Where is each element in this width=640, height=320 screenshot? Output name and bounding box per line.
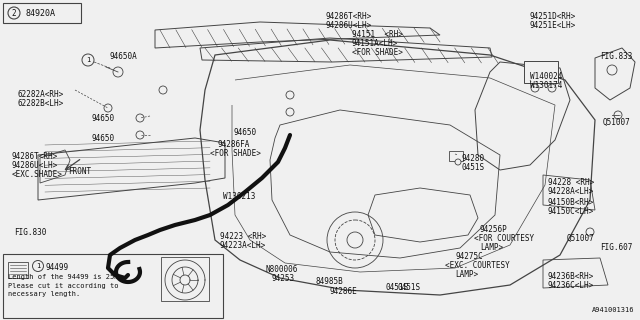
Text: 94286T<RH>: 94286T<RH> [325, 12, 371, 21]
Circle shape [286, 108, 294, 116]
Text: 0451S: 0451S [385, 283, 408, 292]
Text: 94650: 94650 [92, 134, 115, 143]
Text: 94286T<RH>: 94286T<RH> [12, 152, 58, 161]
Circle shape [113, 67, 123, 77]
Text: 94650A: 94650A [110, 52, 138, 61]
Text: 1: 1 [36, 263, 40, 269]
Text: W130174: W130174 [530, 81, 563, 90]
Circle shape [136, 131, 144, 139]
Text: FRONT: FRONT [68, 167, 91, 176]
Text: 94151A<LH>: 94151A<LH> [352, 39, 398, 48]
Circle shape [455, 159, 461, 165]
Text: <EXC.SHADE>: <EXC.SHADE> [12, 170, 63, 179]
FancyBboxPatch shape [524, 61, 558, 83]
Text: 94223A<LH>: 94223A<LH> [220, 241, 266, 250]
Text: 94650: 94650 [233, 128, 256, 137]
Text: FIG.607: FIG.607 [600, 243, 632, 252]
Text: 94256P: 94256P [480, 225, 508, 234]
Text: LAMP>: LAMP> [480, 243, 503, 252]
Text: W140024: W140024 [530, 72, 563, 81]
Circle shape [607, 65, 617, 75]
Text: 94286U<LH>: 94286U<LH> [325, 21, 371, 30]
Text: <FOR SHADE>: <FOR SHADE> [352, 48, 403, 57]
Text: 94150C<LH>: 94150C<LH> [548, 207, 595, 216]
Text: 94650: 94650 [92, 114, 115, 123]
Text: 94286FA: 94286FA [218, 140, 250, 149]
Text: 94151  <RH>: 94151 <RH> [352, 30, 403, 39]
Text: 94251D<RH>: 94251D<RH> [530, 12, 576, 21]
Text: 94228A<LH>: 94228A<LH> [548, 187, 595, 196]
Text: 1: 1 [86, 57, 90, 63]
Text: 94223 <RH>: 94223 <RH> [220, 232, 266, 241]
Text: 94275C: 94275C [455, 252, 483, 261]
FancyBboxPatch shape [3, 3, 81, 23]
Text: 94286U<LH>: 94286U<LH> [12, 161, 58, 170]
Circle shape [286, 91, 294, 99]
Text: 2: 2 [12, 9, 16, 18]
Text: 94253: 94253 [272, 274, 295, 283]
Circle shape [614, 111, 622, 119]
Text: 84920A: 84920A [26, 9, 56, 18]
Circle shape [136, 114, 144, 122]
Circle shape [531, 84, 539, 92]
Circle shape [586, 228, 594, 236]
Text: 0451S: 0451S [462, 163, 485, 172]
Text: 94499: 94499 [46, 263, 69, 272]
Circle shape [33, 260, 44, 271]
Text: Q51007: Q51007 [567, 234, 595, 243]
Text: A941001316: A941001316 [591, 307, 634, 313]
Text: 94251E<LH>: 94251E<LH> [530, 21, 576, 30]
Text: Q51007: Q51007 [603, 118, 631, 127]
Text: W130213: W130213 [223, 192, 255, 201]
Text: Length of the 94499 is 25m.: Length of the 94499 is 25m. [8, 274, 123, 280]
Circle shape [82, 54, 94, 66]
Text: 94286E: 94286E [330, 287, 358, 296]
Text: 94236B<RH>: 94236B<RH> [548, 272, 595, 281]
Text: 94236C<LH>: 94236C<LH> [548, 281, 595, 290]
FancyBboxPatch shape [449, 151, 463, 161]
Text: necessary length.: necessary length. [8, 291, 80, 297]
Text: Please cut it according to: Please cut it according to [8, 283, 118, 289]
Text: 94150B<RH>: 94150B<RH> [548, 198, 595, 207]
Text: N800006: N800006 [265, 265, 298, 274]
Text: <EXC. COURTESY: <EXC. COURTESY [445, 261, 509, 270]
Text: 94280: 94280 [462, 154, 485, 163]
Text: 62282B<LH>: 62282B<LH> [18, 99, 64, 108]
Text: <FOR SHADE>: <FOR SHADE> [210, 149, 261, 158]
Text: FIG.833: FIG.833 [600, 52, 632, 61]
Text: <FOR COURTESY: <FOR COURTESY [474, 234, 534, 243]
Text: 0451S: 0451S [398, 283, 421, 292]
FancyBboxPatch shape [3, 254, 223, 318]
Text: LAMP>: LAMP> [455, 270, 478, 279]
Circle shape [8, 7, 20, 19]
Text: 62282A<RH>: 62282A<RH> [18, 90, 64, 99]
Text: 84985B: 84985B [315, 277, 343, 286]
Text: 94228 <RH>: 94228 <RH> [548, 178, 595, 187]
Circle shape [104, 104, 112, 112]
Circle shape [159, 86, 167, 94]
Circle shape [548, 84, 556, 92]
Text: FIG.830: FIG.830 [14, 228, 46, 237]
